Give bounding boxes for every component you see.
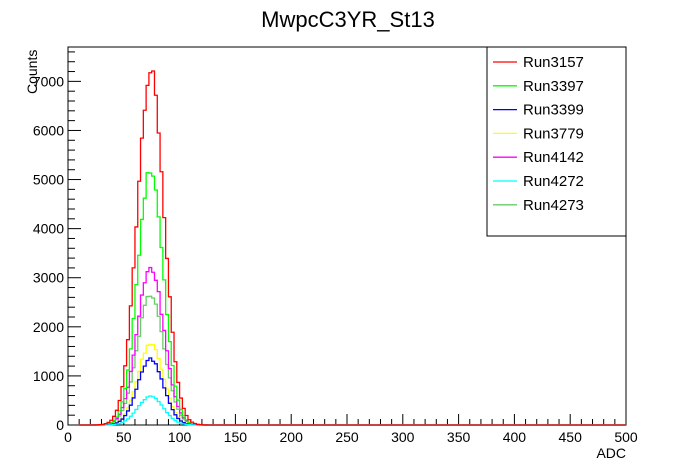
x-tick-label: 250 — [335, 429, 359, 445]
y-tick-label: 3000 — [33, 270, 64, 286]
x-tick-label: 450 — [559, 429, 583, 445]
x-tick-label: 400 — [503, 429, 527, 445]
y-tick-label: 0 — [56, 417, 64, 433]
x-tick-label: 0 — [64, 429, 72, 445]
x-tick-label: 150 — [224, 429, 248, 445]
y-tick-label: 2000 — [33, 319, 64, 335]
series-line-run3157 — [79, 70, 626, 426]
series-group — [79, 70, 626, 426]
legend-item-label: Run4142 — [523, 149, 584, 166]
y-tick-label: 5000 — [33, 172, 64, 188]
legend-item-label: Run3779 — [523, 125, 584, 142]
x-tick-label: 300 — [391, 429, 415, 445]
x-axis-title: ADC — [596, 445, 626, 461]
legend-item-label: Run3157 — [523, 54, 584, 71]
series-line-run3399 — [79, 357, 626, 426]
series-line-run4142 — [79, 266, 626, 426]
x-tick-label: 200 — [280, 429, 304, 445]
y-tick-label: 6000 — [33, 122, 64, 138]
legend-item-label: Run3399 — [523, 102, 584, 119]
y-tick-label: 4000 — [33, 221, 64, 237]
series-line-run3779 — [79, 343, 626, 426]
y-axis-title: Counts — [24, 50, 40, 94]
legend: Run3157 Run3397 Run3399 Run3779 Run4142 Run42… — [486, 46, 627, 237]
x-axis: 0 50 100 150 200 250 300 350 400 450 500 — [64, 414, 638, 445]
chart-title: MwpcC3YR_St13 — [261, 7, 435, 32]
x-tick-label: 100 — [168, 429, 192, 445]
y-axis: 0 1000 2000 3000 4000 5000 6000 7000 — [33, 51, 81, 433]
x-tick-label: 350 — [447, 429, 471, 445]
x-tick-label: 50 — [116, 429, 132, 445]
x-tick-label: 500 — [614, 429, 638, 445]
series-line-run4272 — [79, 395, 626, 426]
y-tick-label: 1000 — [33, 368, 64, 384]
legend-item-label: Run4273 — [523, 197, 584, 214]
y-tick-label: 7000 — [33, 73, 64, 89]
series-line-run4273 — [79, 295, 626, 426]
legend-item-label: Run4272 — [523, 173, 584, 190]
legend-item-label: Run3397 — [523, 78, 584, 95]
